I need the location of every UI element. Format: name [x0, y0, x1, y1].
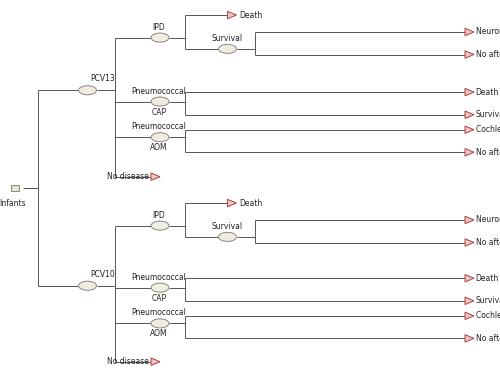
- Text: Survival: Survival: [212, 34, 243, 43]
- Text: CAP: CAP: [152, 294, 166, 303]
- Text: IPD: IPD: [152, 23, 166, 32]
- Ellipse shape: [151, 33, 169, 42]
- Text: Death: Death: [476, 274, 499, 283]
- Polygon shape: [465, 312, 474, 320]
- Polygon shape: [465, 335, 474, 342]
- Text: No after-effects: No after-effects: [476, 238, 500, 247]
- Ellipse shape: [78, 86, 96, 95]
- Text: Pneumococcal: Pneumococcal: [132, 122, 186, 131]
- Text: No after-effects: No after-effects: [476, 334, 500, 343]
- Text: Death: Death: [239, 199, 262, 208]
- Polygon shape: [465, 297, 474, 305]
- Text: Cochlear implant: Cochlear implant: [476, 311, 500, 320]
- Polygon shape: [228, 11, 236, 19]
- Text: Neuromotor disability: Neuromotor disability: [476, 27, 500, 36]
- Ellipse shape: [151, 221, 169, 230]
- Text: Death: Death: [476, 88, 499, 97]
- Text: IPD: IPD: [152, 211, 166, 220]
- Polygon shape: [465, 51, 474, 58]
- Ellipse shape: [78, 281, 96, 290]
- Ellipse shape: [218, 44, 236, 53]
- Polygon shape: [465, 126, 474, 133]
- Polygon shape: [465, 216, 474, 224]
- Polygon shape: [465, 149, 474, 156]
- Text: Pneumococcal: Pneumococcal: [132, 273, 186, 282]
- Text: Survival: Survival: [212, 222, 243, 231]
- Text: Infants: Infants: [0, 199, 26, 208]
- Polygon shape: [465, 239, 474, 246]
- Text: AOM: AOM: [150, 329, 168, 338]
- Ellipse shape: [218, 232, 236, 241]
- Text: Cochlear implant: Cochlear implant: [476, 125, 500, 134]
- Text: Survival: Survival: [476, 110, 500, 119]
- Polygon shape: [465, 28, 474, 36]
- Polygon shape: [151, 358, 160, 365]
- Text: Pneumococcal: Pneumococcal: [132, 308, 186, 317]
- Polygon shape: [465, 88, 474, 96]
- Text: AOM: AOM: [150, 143, 168, 152]
- Text: PCV10: PCV10: [90, 270, 115, 279]
- Ellipse shape: [151, 133, 169, 142]
- Text: No after-effects: No after-effects: [476, 50, 500, 59]
- Text: No disease: No disease: [106, 172, 148, 181]
- Ellipse shape: [151, 283, 169, 292]
- Text: CAP: CAP: [152, 108, 166, 117]
- Text: Pneumococcal: Pneumococcal: [132, 86, 186, 96]
- Text: Death: Death: [239, 11, 262, 20]
- Polygon shape: [151, 173, 160, 180]
- Text: Neuromotor disability: Neuromotor disability: [476, 215, 500, 224]
- Ellipse shape: [151, 319, 169, 328]
- Text: No after-effects: No after-effects: [476, 148, 500, 157]
- Polygon shape: [465, 111, 474, 118]
- FancyBboxPatch shape: [11, 185, 19, 191]
- Text: No disease: No disease: [106, 357, 148, 366]
- Polygon shape: [465, 274, 474, 282]
- Text: PCV13: PCV13: [90, 74, 115, 83]
- Polygon shape: [228, 199, 236, 207]
- Ellipse shape: [151, 97, 169, 106]
- Text: Survival: Survival: [476, 296, 500, 305]
